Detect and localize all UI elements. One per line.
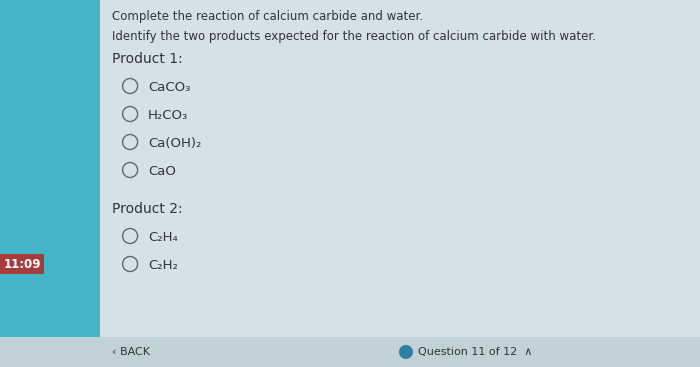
Circle shape <box>399 345 413 359</box>
Text: CaCO₃: CaCO₃ <box>148 81 190 94</box>
Text: CaO: CaO <box>148 165 176 178</box>
Text: C₂H₂: C₂H₂ <box>148 259 178 272</box>
Text: ‹ BACK: ‹ BACK <box>112 347 150 357</box>
FancyBboxPatch shape <box>0 254 44 274</box>
Text: Product 1:: Product 1: <box>112 52 183 66</box>
Text: 11:09: 11:09 <box>4 258 41 270</box>
Text: Complete the reaction of calcium carbide and water.: Complete the reaction of calcium carbide… <box>112 10 423 23</box>
Text: Product 2:: Product 2: <box>112 202 183 216</box>
Text: C₂H₄: C₂H₄ <box>148 231 178 244</box>
Text: H₂CO₃: H₂CO₃ <box>148 109 188 122</box>
Bar <box>0 337 700 367</box>
Text: Question 11 of 12  ∧: Question 11 of 12 ∧ <box>418 347 533 357</box>
Text: Identify the two products expected for the reaction of calcium carbide with wate: Identify the two products expected for t… <box>112 30 596 43</box>
Bar <box>0 0 100 367</box>
Bar <box>100 0 700 367</box>
Text: Ca(OH)₂: Ca(OH)₂ <box>148 137 202 150</box>
